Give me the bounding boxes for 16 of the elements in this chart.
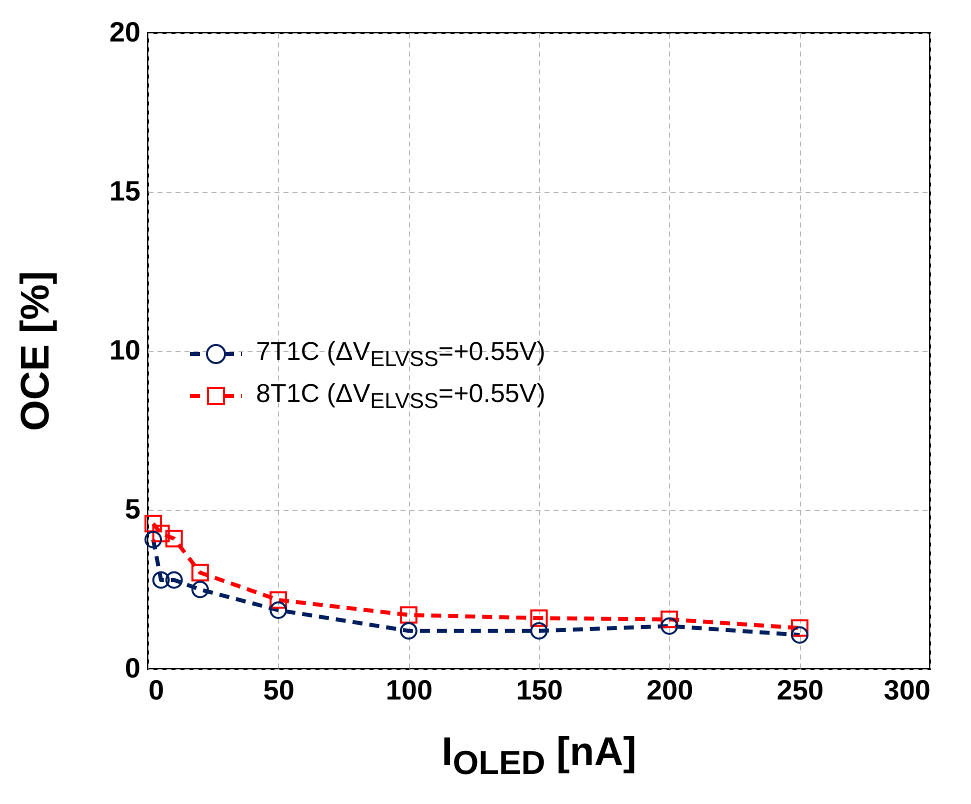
legend-label: 7T1C (ΔV$_{ELVSS}$=+0.55V) [256,336,546,372]
y-tick-label: 10 [109,334,140,366]
x-tick-label: 50 [263,674,294,706]
y-tick-label: 20 [109,16,140,48]
x-axis-title: I$_{OLED}$ [nA] [442,730,636,783]
legend-label: 8T1C (ΔV$_{ELVSS}$=+0.55V) [256,378,546,414]
y-tick-label: 0 [124,652,140,684]
x-tick-label: 100 [386,674,433,706]
x-tick-label: 0 [148,674,164,706]
x-tick-label: 300 [884,674,930,706]
y-tick-label: 15 [109,176,140,206]
y-axis-title: OCE [%] [14,271,58,431]
x-tick-label: 150 [516,674,563,706]
y-tick-label: 5 [124,494,140,524]
x-tick-label: 250 [776,674,824,706]
x-tick-label: 200 [646,674,694,706]
